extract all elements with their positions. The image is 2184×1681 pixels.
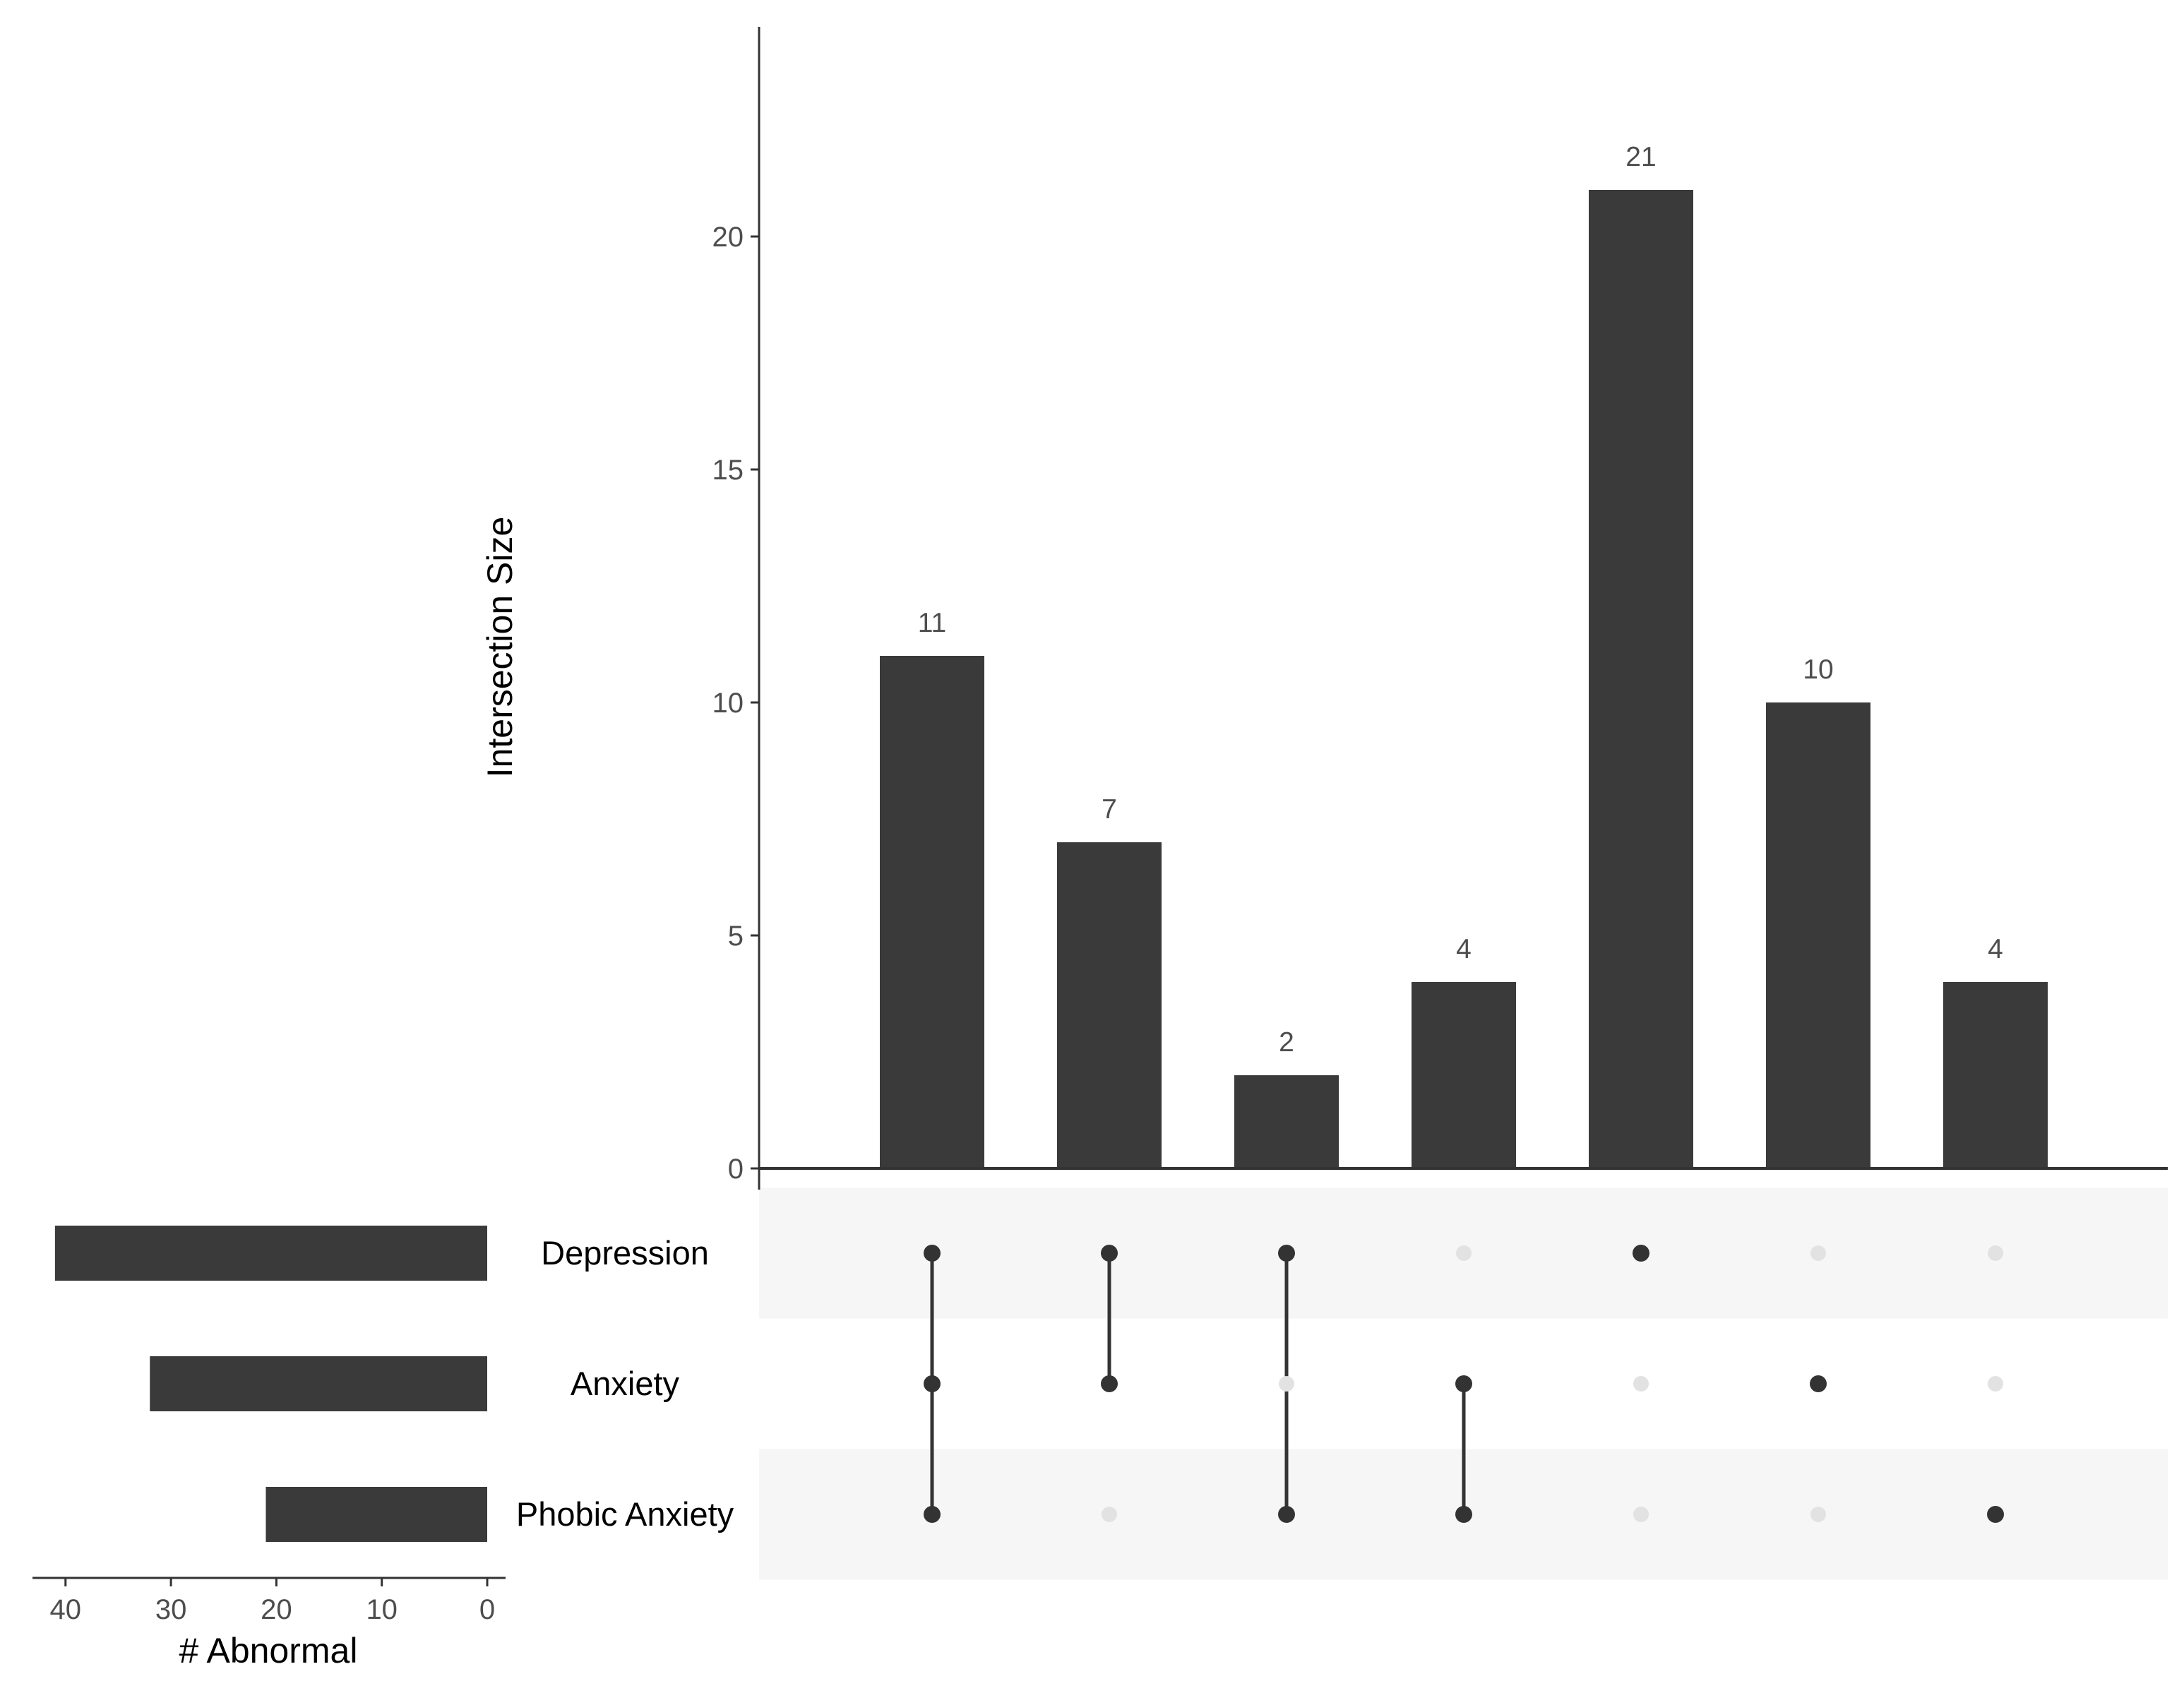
- set-size-tick-label: 20: [261, 1594, 292, 1625]
- set-size-bar: [265, 1487, 487, 1542]
- intersection-bar-label: 2: [1279, 1027, 1294, 1058]
- set-size-tick-label: 40: [50, 1594, 82, 1625]
- y-tick-label: 5: [728, 921, 744, 952]
- y-axis-title: Intersection Size: [480, 517, 520, 778]
- intersection-bar-label: 10: [1803, 654, 1833, 685]
- matrix-dot-active: [1278, 1245, 1295, 1262]
- matrix-dot-inactive: [1988, 1245, 2003, 1261]
- intersection-bar: [1589, 190, 1693, 1168]
- matrix-dot-inactive: [1456, 1245, 1472, 1261]
- matrix-dot-active: [1101, 1375, 1118, 1392]
- set-size-bar: [54, 1226, 487, 1281]
- matrix-dot-active: [1455, 1506, 1472, 1523]
- intersection-bar: [880, 656, 984, 1168]
- set-label: Depression: [541, 1234, 709, 1272]
- matrix-dot-active: [1278, 1506, 1295, 1523]
- matrix-dot-active: [924, 1375, 941, 1392]
- matrix-dot-active: [1987, 1506, 2004, 1523]
- matrix-dot-active: [1810, 1375, 1827, 1392]
- set-label: Phobic Anxiety: [516, 1495, 734, 1533]
- y-tick-label: 0: [728, 1154, 744, 1185]
- intersection-bar: [1412, 982, 1516, 1168]
- set-size-axis-title: # Abnormal: [179, 1631, 358, 1670]
- set-labels: Depression Anxiety Phobic Anxiety: [516, 1234, 734, 1533]
- set-size-tick-label: 30: [155, 1594, 187, 1625]
- intersection-bar-label: 7: [1102, 794, 1117, 825]
- matrix-dot-active: [1101, 1245, 1118, 1262]
- matrix-dot-active: [1633, 1245, 1649, 1262]
- matrix-dot-inactive: [1810, 1245, 1826, 1261]
- y-axis-ticks: 0 5 10 15 20: [712, 222, 759, 1185]
- set-size-bars: [54, 1226, 488, 1542]
- matrix-dot-active: [924, 1506, 941, 1523]
- set-size-tick-label: 10: [366, 1594, 398, 1625]
- intersection-bar: [1234, 1075, 1339, 1168]
- matrix-dot-inactive: [1102, 1507, 1117, 1522]
- intersection-bar: [1943, 982, 2048, 1168]
- intersection-bar-label: 21: [1625, 142, 1656, 172]
- matrix-dot-active: [924, 1245, 941, 1262]
- y-tick-label: 10: [712, 688, 744, 719]
- set-label: Anxiety: [571, 1365, 680, 1402]
- axes: [32, 27, 2168, 1579]
- intersection-bar: [1057, 842, 1162, 1168]
- matrix-dot-inactive: [1633, 1376, 1649, 1392]
- intersection-bar: [1766, 702, 1870, 1168]
- intersection-bar-labels: 11 7 2 4 21 10 4: [918, 142, 2003, 1058]
- matrix-dot-inactive: [1279, 1376, 1294, 1392]
- matrix-dot-inactive: [1988, 1376, 2003, 1392]
- set-size-tick-label: 0: [479, 1594, 495, 1625]
- y-tick-label: 15: [712, 455, 744, 486]
- intersection-bar-label: 11: [918, 608, 947, 638]
- matrix-dot-active: [1455, 1375, 1472, 1392]
- matrix-dot-inactive: [1633, 1507, 1649, 1522]
- set-size-axis-ticks: 40 30 20 10 0: [50, 1578, 495, 1625]
- intersection-bar-label: 4: [1988, 934, 2003, 964]
- intersection-bars: [880, 190, 2048, 1168]
- intersection-matrix: [924, 1245, 2004, 1523]
- y-tick-label: 20: [712, 222, 744, 253]
- set-size-bar: [150, 1356, 488, 1411]
- matrix-dot-inactive: [1810, 1507, 1826, 1522]
- intersection-bar-label: 4: [1456, 934, 1472, 964]
